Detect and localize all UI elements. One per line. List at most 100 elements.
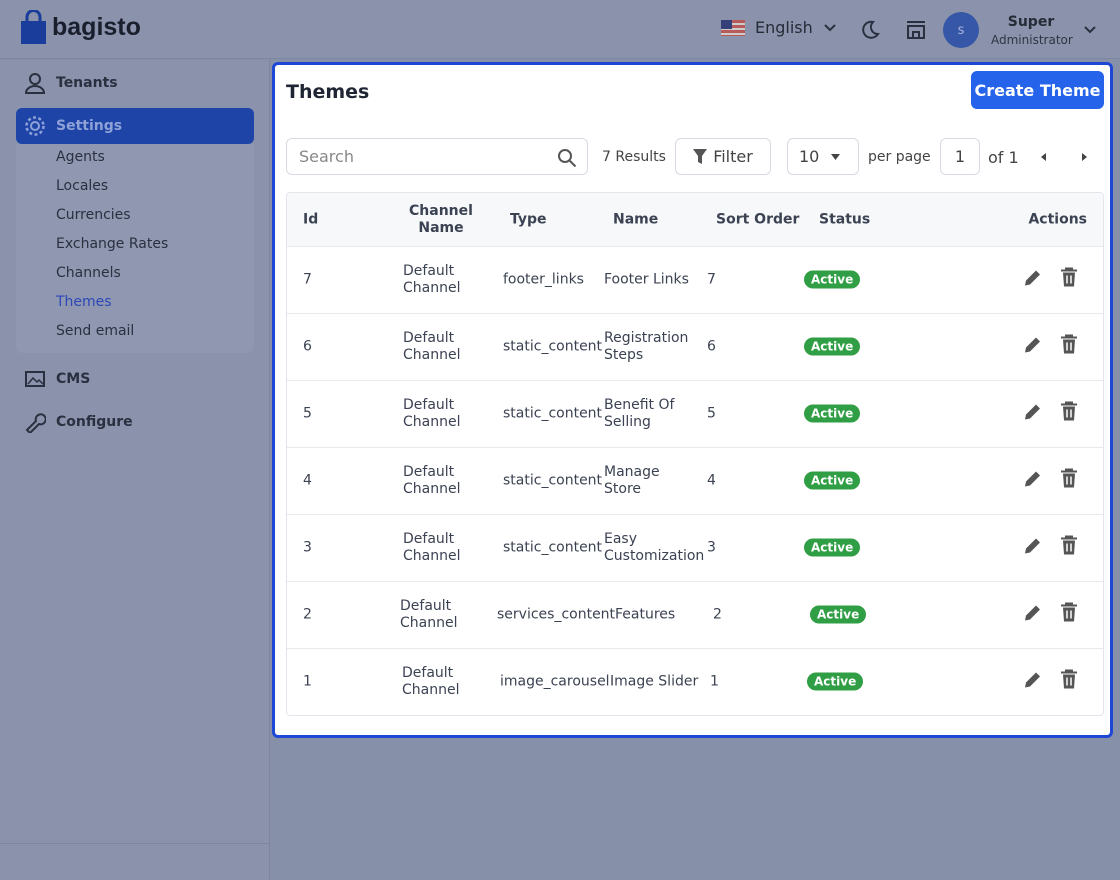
page-title: Themes (286, 81, 370, 103)
nav-label: Tenants (56, 75, 118, 91)
status: Active (804, 337, 861, 356)
avatar: s (943, 12, 979, 48)
filter-label: Filter (713, 147, 753, 166)
submenu (16, 144, 254, 353)
theme-type: services_content (497, 606, 616, 623)
per-page-label: per page (868, 149, 931, 165)
status: Active (804, 471, 861, 490)
table-row: 3 Default Channel static_content Easy Custo… (287, 515, 1103, 582)
theme-name: Manage Store (604, 464, 660, 497)
dark-mode-toggle[interactable] (859, 19, 881, 41)
theme-type: footer_links (503, 271, 584, 288)
chevron (1084, 26, 1096, 34)
edit-button[interactable] (1023, 268, 1043, 293)
table-row: 4 Default Channel static_content Manage Sto… (287, 448, 1103, 515)
status: Active (807, 672, 864, 691)
delete-button[interactable] (1060, 401, 1078, 427)
theme-type: static_content (503, 338, 603, 355)
theme-name: Benefit Of Selling (604, 397, 675, 430)
edit-button[interactable] (1023, 335, 1043, 360)
nav-item[interactable]: Configure (16, 404, 254, 440)
theme-name: Image Slider (610, 673, 699, 690)
sidebar: Tenants Settings Agents Locales Currencies Ex… (0, 60, 270, 880)
submenu-item[interactable]: Themes (56, 294, 112, 310)
nav-item[interactable]: CMS (16, 361, 254, 397)
page-input[interactable]: 1 (940, 138, 980, 175)
storefront-link[interactable] (905, 20, 927, 40)
edit-button[interactable] (1023, 670, 1043, 695)
user-name: Super (1007, 13, 1055, 30)
channel-name: Default Channel (402, 665, 460, 698)
channel-name: Default Channel (403, 330, 461, 363)
channel-name: Default Channel (403, 397, 461, 430)
nav-label: CMS (56, 371, 91, 387)
edit-button[interactable] (1023, 603, 1043, 628)
sort-order: 1 (710, 673, 719, 690)
search-input[interactable]: Search (286, 138, 588, 175)
status-badge: Active (807, 672, 864, 691)
submenu-item[interactable]: Channels (56, 265, 121, 281)
results-count: 7 Results (602, 149, 666, 165)
language-selector[interactable]: English (721, 18, 837, 37)
table-row: 1 Default Channel image_carousel Image Slid… (287, 649, 1103, 715)
table-row: 2 Default Channel services_content Features… (287, 582, 1103, 649)
per-page-select[interactable]: 10 (787, 138, 859, 175)
nav-item[interactable]: Settings (16, 108, 254, 144)
delete-button[interactable] (1060, 267, 1078, 293)
table-row: 6 Default Channel static_content Registrati… (287, 314, 1103, 381)
submenu-item[interactable]: Currencies (56, 207, 131, 223)
column-header: Name (613, 211, 659, 227)
delete-button[interactable] (1060, 602, 1078, 628)
theme-type: image_carousel (500, 673, 610, 690)
delete-button[interactable] (1060, 334, 1078, 360)
delete-button[interactable] (1060, 535, 1078, 561)
status-badge: Active (804, 337, 861, 356)
edit-button[interactable] (1023, 469, 1043, 494)
column-header: Type (510, 211, 547, 227)
table-row: 7 Default Channel footer_links Footer Links… (287, 247, 1103, 314)
submenu-item[interactable]: Send email (56, 323, 135, 339)
theme-type: static_content (503, 405, 603, 422)
sort-order: 5 (707, 405, 716, 422)
column-header: Status (819, 211, 871, 227)
channel-name: Default Channel (400, 598, 458, 631)
theme-type: static_content (503, 539, 603, 556)
column-header: Sort Order (716, 211, 800, 227)
channel-name: Default Channel (403, 263, 461, 296)
nav-label: Settings (56, 118, 123, 134)
page-total: of 1 (988, 148, 1019, 167)
brand[interactable]: bagisto (20, 10, 141, 44)
column-header: Id (303, 211, 319, 227)
column-header: Actions (1028, 211, 1087, 227)
prev-page[interactable] (1038, 152, 1048, 162)
user-role: Administrator (991, 32, 1073, 47)
table-header: Id Channel Name Type Name Sort Order Status Ac… (287, 193, 1103, 247)
row-id: 5 (303, 405, 312, 422)
status: Active (810, 605, 867, 624)
search-icon (558, 149, 577, 168)
sidebar-footer (0, 843, 270, 844)
row-id: 7 (303, 271, 312, 288)
status: Active (804, 404, 861, 423)
delete-button[interactable] (1060, 468, 1078, 494)
chevron (824, 23, 836, 31)
create-button[interactable]: Create Theme (971, 71, 1104, 109)
sort-order: 6 (707, 338, 716, 355)
channel-name: Default Channel (403, 531, 461, 564)
status-badge: Active (804, 270, 861, 289)
delete-button[interactable] (1060, 669, 1078, 695)
theme-name: Footer Links (604, 271, 689, 288)
next-page[interactable] (1080, 152, 1090, 162)
filter-icon (693, 149, 708, 164)
submenu-item[interactable]: Exchange Rates (56, 236, 169, 252)
edit-button[interactable] (1023, 402, 1043, 427)
edit-button[interactable] (1023, 536, 1043, 561)
status-badge: Active (804, 538, 861, 557)
filter-button[interactable]: Filter (675, 138, 771, 175)
submenu-item[interactable]: Locales (56, 178, 109, 194)
theme-type: static_content (503, 472, 603, 489)
theme-name: Registration Steps (604, 330, 689, 363)
nav-item[interactable]: Tenants (16, 65, 254, 101)
user-menu[interactable]: s Super Administrator (943, 12, 1097, 48)
submenu-item[interactable]: Agents (56, 149, 105, 165)
